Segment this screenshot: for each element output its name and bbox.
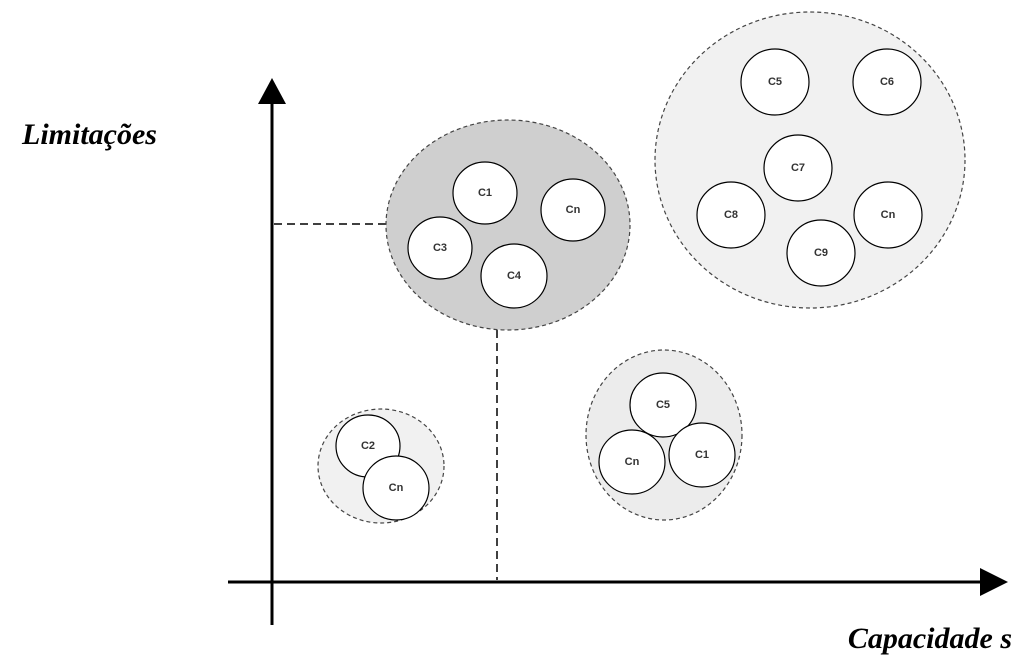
node [763, 134, 833, 202]
node [452, 161, 518, 225]
node-label: C1 [478, 187, 492, 199]
node-label: Cn [625, 456, 640, 468]
node-label: C4 [507, 270, 522, 282]
node [696, 181, 766, 249]
x-axis-label: Capacidade s [848, 622, 1012, 655]
node-label: Cn [566, 204, 581, 216]
node-label: C3 [433, 242, 447, 254]
node [407, 216, 473, 280]
y-axis-label: Limitações [21, 118, 157, 151]
node-label: Cn [881, 209, 896, 221]
node [740, 48, 810, 116]
node [480, 243, 548, 309]
node [362, 455, 430, 521]
node [853, 181, 923, 249]
node-label: C7 [791, 162, 805, 174]
node-label: C5 [768, 76, 782, 88]
node-label: C8 [724, 209, 738, 221]
node [852, 48, 922, 116]
node-label: C1 [695, 449, 709, 461]
node-label: C5 [656, 399, 670, 411]
node [540, 178, 606, 242]
y-arrow [258, 78, 286, 104]
node [668, 422, 736, 488]
node-label: C9 [814, 247, 828, 259]
node-label: C2 [361, 440, 375, 452]
node-label: Cn [389, 482, 404, 494]
node [629, 372, 697, 438]
node [598, 429, 666, 495]
x-arrow [980, 568, 1008, 596]
node-label: C6 [880, 76, 894, 88]
node [786, 219, 856, 287]
